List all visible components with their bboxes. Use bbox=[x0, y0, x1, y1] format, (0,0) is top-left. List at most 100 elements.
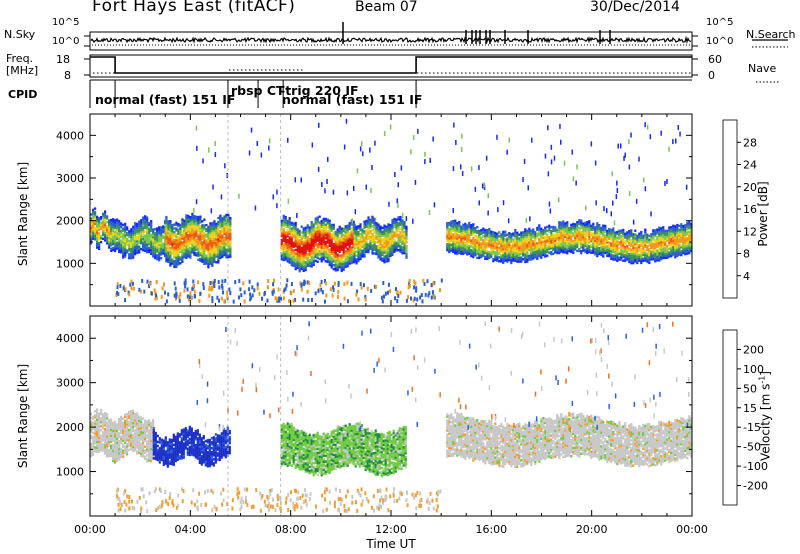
echo-cell bbox=[215, 251, 218, 254]
echo-cell bbox=[213, 245, 216, 248]
echo-cell bbox=[173, 254, 176, 257]
echo-cell bbox=[154, 241, 157, 244]
echo-cell bbox=[556, 238, 559, 241]
echo-cell bbox=[193, 224, 196, 227]
echo-cell bbox=[600, 226, 603, 230]
echo-cell bbox=[342, 239, 345, 242]
echo-cell bbox=[514, 236, 517, 239]
echo-cell bbox=[298, 252, 301, 256]
echo-cell bbox=[177, 242, 180, 245]
echo-cell bbox=[195, 234, 198, 238]
echo-cell bbox=[300, 258, 303, 261]
echo-cell bbox=[648, 255, 651, 259]
echo-cell bbox=[332, 223, 335, 227]
echo-cell bbox=[480, 251, 483, 255]
ground-scatter-cell bbox=[337, 290, 340, 295]
echo-cell bbox=[536, 253, 539, 257]
echo-cell bbox=[690, 238, 693, 241]
echo-cell bbox=[292, 228, 295, 231]
echo-cell bbox=[314, 240, 317, 243]
echo-cell bbox=[600, 238, 603, 241]
echo-cell bbox=[207, 248, 210, 252]
echo-cell bbox=[526, 258, 529, 261]
echo-cell bbox=[100, 448, 103, 452]
echo-cell bbox=[110, 241, 113, 245]
echo-cell bbox=[450, 224, 453, 227]
echo-cell bbox=[92, 235, 95, 238]
echo-cell bbox=[304, 242, 307, 245]
echo-cell bbox=[104, 225, 107, 229]
echo-cell bbox=[678, 230, 681, 233]
echo-cell bbox=[508, 235, 511, 239]
echo-cell bbox=[98, 436, 101, 439]
echo-cell bbox=[150, 250, 153, 254]
echo-cell bbox=[219, 256, 222, 260]
echo-cell bbox=[114, 242, 117, 245]
echo-cell bbox=[92, 231, 95, 235]
echo-cell bbox=[397, 225, 400, 229]
echo-cell bbox=[562, 231, 565, 235]
echo-cell bbox=[472, 244, 475, 247]
echo-cell bbox=[148, 248, 151, 252]
scatter-cell bbox=[461, 171, 464, 177]
echo-cell bbox=[213, 222, 216, 225]
ground-scatter-cell bbox=[432, 294, 435, 299]
echo-cell bbox=[177, 245, 180, 249]
echo-cell bbox=[556, 234, 559, 237]
echo-cell bbox=[367, 220, 370, 223]
echo-cell bbox=[336, 245, 339, 249]
echo-cell bbox=[652, 252, 655, 255]
echo-cell bbox=[120, 249, 123, 252]
echo-cell bbox=[140, 236, 143, 239]
echo-cell bbox=[590, 240, 593, 243]
echo-cell bbox=[566, 225, 569, 228]
echo-cell bbox=[632, 242, 635, 246]
echo-cell bbox=[638, 253, 641, 256]
ground-scatter-cell bbox=[357, 297, 360, 302]
echo-cell bbox=[574, 236, 577, 240]
scatter-cell bbox=[401, 212, 404, 218]
echo-cell bbox=[195, 238, 198, 242]
echo-cell bbox=[146, 237, 149, 240]
echo-cell bbox=[365, 237, 368, 240]
echo-cell bbox=[110, 230, 113, 233]
echo-cell bbox=[532, 232, 535, 235]
echo-cell bbox=[128, 249, 131, 252]
echo-cell bbox=[458, 222, 461, 226]
echo-cell bbox=[225, 242, 228, 245]
echo-cell bbox=[656, 251, 659, 254]
ground-scatter-cell bbox=[208, 293, 211, 298]
echo-cell bbox=[328, 236, 331, 240]
echo-cell bbox=[355, 233, 358, 236]
echo-cell bbox=[646, 235, 649, 238]
echo-cell bbox=[586, 224, 589, 228]
echo-cell bbox=[340, 246, 343, 249]
echo-cell bbox=[122, 227, 125, 230]
echo-cell bbox=[658, 251, 661, 254]
echo-cell bbox=[383, 259, 386, 262]
ground-scatter-cell bbox=[306, 289, 309, 294]
echo-cell bbox=[385, 246, 388, 250]
echo-cell bbox=[118, 225, 121, 229]
echo-cell bbox=[564, 224, 567, 227]
echo-cell bbox=[552, 237, 555, 240]
echo-cell bbox=[92, 214, 95, 217]
echo-cell bbox=[367, 226, 370, 229]
echo-cell bbox=[189, 242, 192, 246]
echo-cell bbox=[334, 267, 337, 270]
echo-cell bbox=[197, 250, 200, 254]
echo-cell bbox=[672, 230, 675, 233]
echo-cell bbox=[668, 234, 671, 237]
ground-scatter-cell bbox=[267, 279, 270, 283]
echo-cell bbox=[506, 254, 509, 258]
echo-cell bbox=[658, 255, 661, 258]
echo-cell bbox=[350, 240, 353, 243]
ground-scatter-cell bbox=[211, 286, 214, 291]
echo-cell bbox=[510, 233, 513, 236]
echo-cell bbox=[183, 252, 186, 255]
echo-cell bbox=[684, 251, 687, 254]
echo-cell bbox=[682, 242, 685, 245]
echo-cell bbox=[338, 244, 341, 248]
echo-cell bbox=[678, 228, 681, 231]
echo-cell bbox=[580, 232, 583, 236]
